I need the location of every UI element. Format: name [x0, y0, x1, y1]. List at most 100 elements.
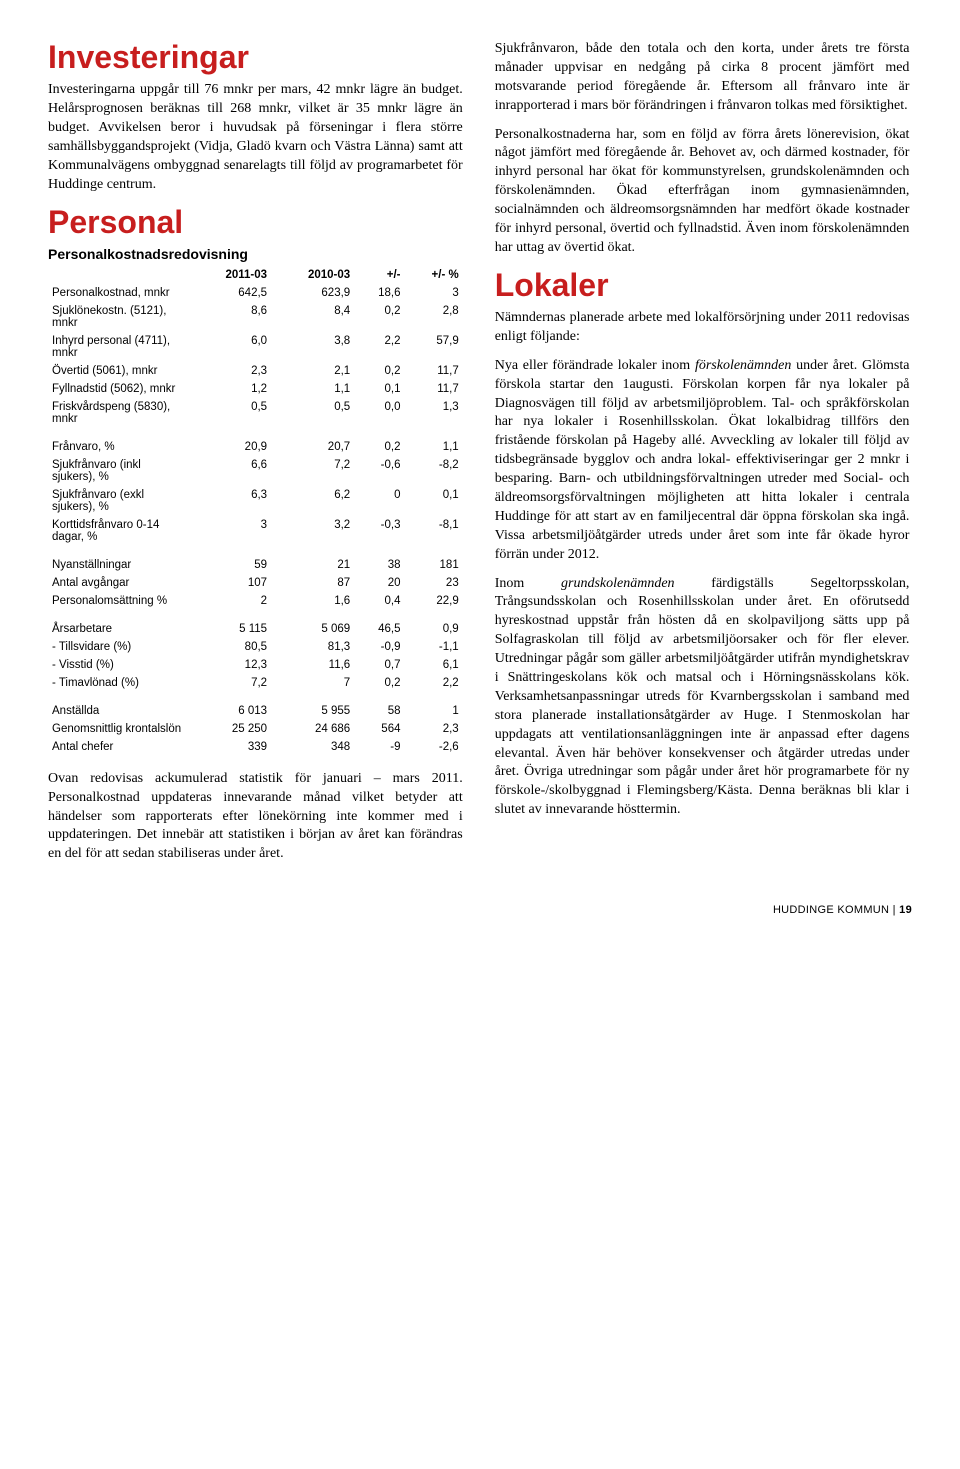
table-cell: 0,9	[404, 620, 462, 638]
table-cell: 2,3	[404, 720, 462, 738]
table-cell: 0,7	[354, 656, 404, 674]
table-cell: Inhyrd personal (4711), mnkr	[48, 332, 189, 362]
table-cell: 8,4	[271, 302, 354, 332]
table-cell: 0,5	[271, 398, 354, 428]
table-cell: 623,9	[271, 284, 354, 302]
heading-investeringar: Investeringar	[48, 40, 463, 75]
table-row: Nyanställningar592138181	[48, 556, 463, 574]
table-cell: 3,2	[271, 516, 354, 546]
table-cell: 6,0	[189, 332, 271, 362]
table-cell: 24 686	[271, 720, 354, 738]
page: Investeringar Investeringarna uppgår til…	[48, 40, 912, 874]
table-cell: 20	[354, 574, 404, 592]
p5-em: grundskolenämnden	[561, 576, 675, 591]
table-cell: 8,6	[189, 302, 271, 332]
table-cell: 6 013	[189, 702, 271, 720]
table-cell: 59	[189, 556, 271, 574]
para-right-5: Inom grundskolenämnden färdigställs Sege…	[495, 575, 910, 821]
table-col-header: 2010-03	[271, 266, 354, 284]
table-cell: 23	[404, 574, 462, 592]
table-cell: Antal avgångar	[48, 574, 189, 592]
table-cell: 20,7	[271, 438, 354, 456]
p4-post: under året. Glömsta förskola startar den…	[495, 358, 910, 562]
table-cell: 1	[404, 702, 462, 720]
table-row: Friskvårdspeng (5830), mnkr0,50,50,01,3	[48, 398, 463, 428]
table-cell: Personalkostnad, mnkr	[48, 284, 189, 302]
table-cell: 46,5	[354, 620, 404, 638]
table-cell: Korttidsfrånvaro 0-14 dagar, %	[48, 516, 189, 546]
table-cell: 0,2	[354, 302, 404, 332]
table-cell: 2,2	[404, 674, 462, 692]
page-footer: HUDDINGE KOMMUN | 19	[48, 904, 912, 916]
para-investeringar: Investeringarna uppgår till 76 mnkr per …	[48, 81, 463, 194]
table-cell: 564	[354, 720, 404, 738]
table-row: Anställda6 0135 955581	[48, 702, 463, 720]
table-cell: Övertid (5061), mnkr	[48, 362, 189, 380]
footer-sep: |	[889, 904, 899, 916]
table-cell: 0,0	[354, 398, 404, 428]
table-cell: 5 955	[271, 702, 354, 720]
table-row: - Timavlönad (%)7,270,22,2	[48, 674, 463, 692]
table-row: Frånvaro, %20,920,70,21,1	[48, 438, 463, 456]
table-cell: 3	[404, 284, 462, 302]
table-head: 2011-032010-03+/-+/- %	[48, 266, 463, 284]
table-row: Inhyrd personal (4711), mnkr6,03,82,257,…	[48, 332, 463, 362]
table-cell: 11,7	[404, 362, 462, 380]
table-cell: Antal chefer	[48, 738, 189, 756]
table-cell: 3	[189, 516, 271, 546]
table-cell: 0,5	[189, 398, 271, 428]
table-cell: 6,2	[271, 486, 354, 516]
footer-page: 19	[899, 904, 912, 916]
table-cell: 7,2	[271, 456, 354, 486]
table-cell: 18,6	[354, 284, 404, 302]
table-col-header: 2011-03	[189, 266, 271, 284]
table-cell: 2,8	[404, 302, 462, 332]
table-cell: 7,2	[189, 674, 271, 692]
table-cell: Frånvaro, %	[48, 438, 189, 456]
table-cell: 0,2	[354, 362, 404, 380]
table-cell: 642,5	[189, 284, 271, 302]
table-cell: 2,3	[189, 362, 271, 380]
table-cell: -0,6	[354, 456, 404, 486]
table-cell: 11,6	[271, 656, 354, 674]
table-row: Antal chefer339348-9-2,6	[48, 738, 463, 756]
table-row: Fyllnadstid (5062), mnkr1,21,10,111,7	[48, 380, 463, 398]
para-right-3: Nämndernas planerade arbete med lokalför…	[495, 309, 910, 347]
table-cell: 0	[354, 486, 404, 516]
table-cell: 0,2	[354, 438, 404, 456]
table-cell: Nyanställningar	[48, 556, 189, 574]
table-cell: 21	[271, 556, 354, 574]
table-cell: 0,1	[404, 486, 462, 516]
table-cell: - Timavlönad (%)	[48, 674, 189, 692]
subheading-personalkostnad: Personalkostnadsredovisning	[48, 246, 463, 262]
table-cell: 6,3	[189, 486, 271, 516]
personal-table: 2011-032010-03+/-+/- % Personalkostnad, …	[48, 266, 463, 756]
table-cell: -9	[354, 738, 404, 756]
table-cell: -0,9	[354, 638, 404, 656]
table-row: Sjuklönekostn. (5121), mnkr8,68,40,22,8	[48, 302, 463, 332]
para-right-1: Sjukfrånvaron, både den totala och den k…	[495, 40, 910, 116]
p5-pre: Inom	[495, 576, 561, 591]
table-cell: Sjukfrånvaro (inkl sjukers), %	[48, 456, 189, 486]
para-after-table: Ovan redovisas ackumulerad statistik för…	[48, 770, 463, 864]
table-cell: 57,9	[404, 332, 462, 362]
table-cell: 1,3	[404, 398, 462, 428]
table-cell: Personalomsättning %	[48, 592, 189, 610]
table-cell: 2	[189, 592, 271, 610]
p4-pre: Nya eller förändrade lokaler inom	[495, 358, 695, 373]
table-cell: 20,9	[189, 438, 271, 456]
table-cell: 1,1	[404, 438, 462, 456]
table-cell: 5 115	[189, 620, 271, 638]
table-col-header	[48, 266, 189, 284]
table-cell: 2,1	[271, 362, 354, 380]
table-cell: 7	[271, 674, 354, 692]
table-row: Övertid (5061), mnkr2,32,10,211,7	[48, 362, 463, 380]
p4-em: förskolenämnden	[695, 358, 791, 373]
table-row: Korttidsfrånvaro 0-14 dagar, %33,2-0,3-8…	[48, 516, 463, 546]
table-cell: 339	[189, 738, 271, 756]
table-row: - Tillsvidare (%)80,581,3-0,9-1,1	[48, 638, 463, 656]
table-cell: 1,2	[189, 380, 271, 398]
table-cell: -1,1	[404, 638, 462, 656]
table-cell: 0,2	[354, 674, 404, 692]
table-cell: 87	[271, 574, 354, 592]
